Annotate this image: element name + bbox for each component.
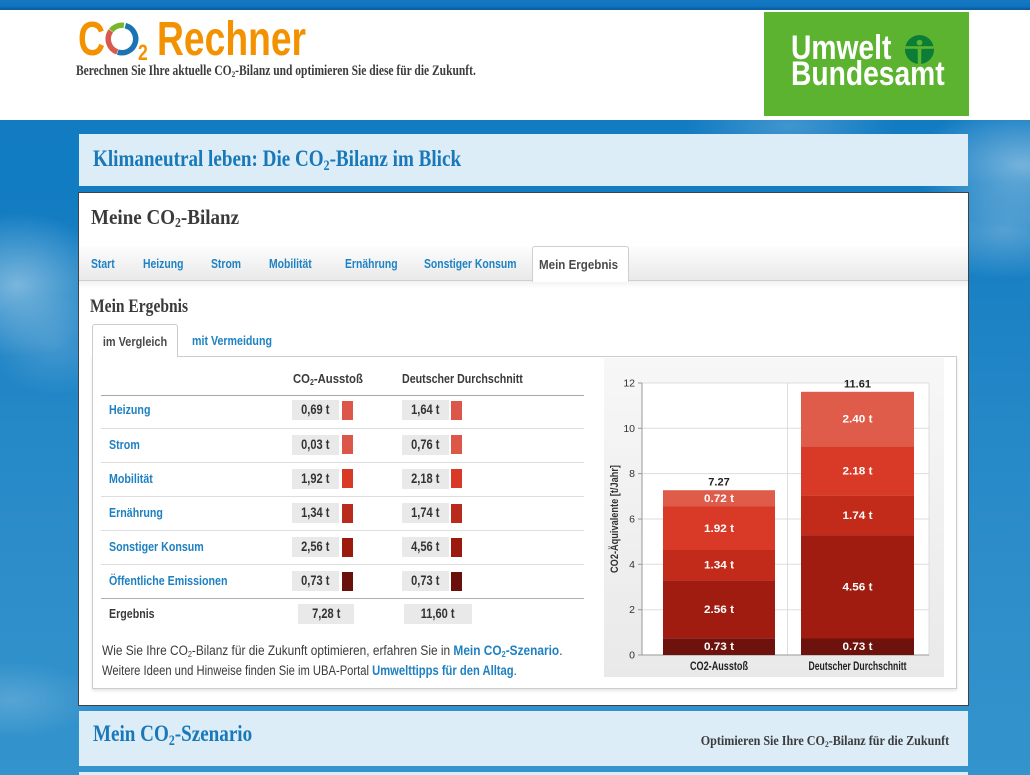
svg-text:0.73 t: 0.73 t bbox=[843, 641, 873, 653]
svg-text:CO2-Äquivalente [t/Jahr]: CO2-Äquivalente [t/Jahr] bbox=[608, 465, 621, 573]
svg-text:12: 12 bbox=[623, 378, 635, 390]
svg-text:8: 8 bbox=[629, 468, 635, 480]
svg-text:7.27: 7.27 bbox=[708, 477, 729, 489]
svg-text:4.56 t: 4.56 t bbox=[843, 581, 873, 593]
svg-text:1.34 t: 1.34 t bbox=[704, 560, 734, 572]
svg-text:1.74 t: 1.74 t bbox=[843, 510, 873, 522]
svg-text:0: 0 bbox=[629, 650, 635, 662]
svg-text:1.92 t: 1.92 t bbox=[704, 523, 734, 535]
svg-text:Deutscher Durchschnitt: Deutscher Durchschnitt bbox=[809, 659, 907, 673]
svg-text:2.56 t: 2.56 t bbox=[704, 604, 734, 616]
svg-text:0.73 t: 0.73 t bbox=[704, 641, 734, 653]
svg-text:11.61: 11.61 bbox=[844, 378, 871, 390]
svg-text:2.40 t: 2.40 t bbox=[843, 414, 873, 426]
svg-text:0.72 t: 0.72 t bbox=[704, 493, 734, 505]
svg-text:2: 2 bbox=[629, 604, 635, 616]
svg-text:CO2-Ausstoß: CO2-Ausstoß bbox=[690, 659, 748, 673]
svg-text:4: 4 bbox=[629, 559, 635, 571]
svg-text:6: 6 bbox=[629, 514, 635, 526]
svg-text:10: 10 bbox=[623, 423, 635, 435]
svg-text:2.18 t: 2.18 t bbox=[843, 465, 873, 477]
